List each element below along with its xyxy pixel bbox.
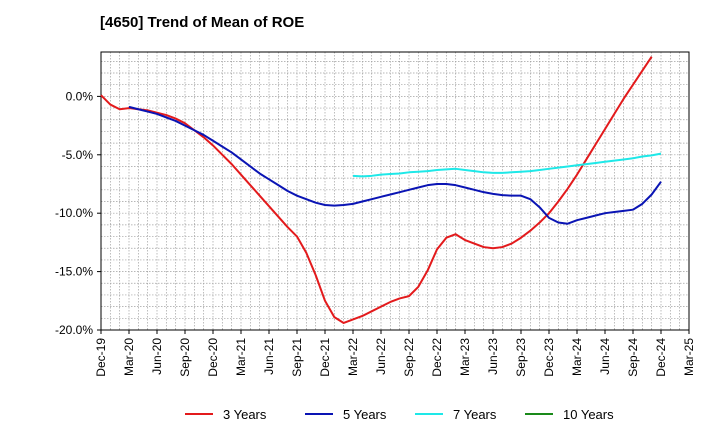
legend-label: 10 Years: [563, 407, 614, 422]
plot-area: [101, 52, 689, 330]
series-line-7-years: [352, 152, 662, 178]
x-tick-label: Mar-20: [122, 338, 136, 376]
chart-title: [4650] Trend of Mean of ROE: [100, 14, 305, 31]
x-tick-label: Jun-23: [486, 338, 500, 375]
y-tick-label: -20.0%: [55, 323, 93, 337]
x-tick-label: Mar-25: [682, 338, 696, 376]
x-tick-label: Sep-23: [514, 338, 528, 377]
x-tick-label: Sep-22: [402, 338, 416, 377]
legend-label: 3 Years: [223, 407, 267, 422]
x-tick-label: Sep-24: [626, 338, 640, 377]
x-tick-label: Sep-20: [178, 338, 192, 377]
x-tick-label: Mar-22: [346, 338, 360, 376]
grid-lines: [101, 52, 689, 330]
x-tick-label: Dec-19: [94, 338, 108, 377]
x-tick-label: Jun-21: [262, 338, 276, 375]
axes: 0.0% -5.0% -10.0% -15.0% -20.0%Dec-19 Mar-20 J…: [55, 51, 696, 377]
y-tick-label: -15.0%: [55, 265, 93, 279]
y-tick-label: -10.0%: [55, 206, 93, 220]
series-lines: [100, 56, 662, 324]
x-tick-label: Mar-21: [234, 338, 248, 376]
x-tick-label: Mar-24: [570, 338, 584, 376]
legend-label: 5 Years: [343, 407, 387, 422]
legend-label: 7 Years: [453, 407, 497, 422]
x-tick-label: Dec-20: [206, 338, 220, 377]
x-tick-label: Jun-20: [150, 338, 164, 375]
x-tick-label: Jun-22: [374, 338, 388, 375]
x-tick-label: Mar-23: [458, 338, 472, 376]
x-tick-label: Dec-22: [430, 338, 444, 377]
x-tick-label: Jun-24: [598, 338, 612, 375]
legend: 3 Years 5 Years 7 Years 10 Years: [185, 407, 614, 422]
x-tick-label: Sep-21: [290, 338, 304, 377]
x-tick-label: Dec-23: [542, 338, 556, 377]
y-tick-label: 0.0%: [66, 89, 94, 103]
y-tick-label: -5.0%: [62, 148, 94, 162]
plot-frame: [100, 51, 690, 331]
series-line-5-years: [128, 105, 662, 225]
x-tick-label: Dec-24: [654, 338, 668, 377]
x-tick-label: Dec-21: [318, 338, 332, 377]
